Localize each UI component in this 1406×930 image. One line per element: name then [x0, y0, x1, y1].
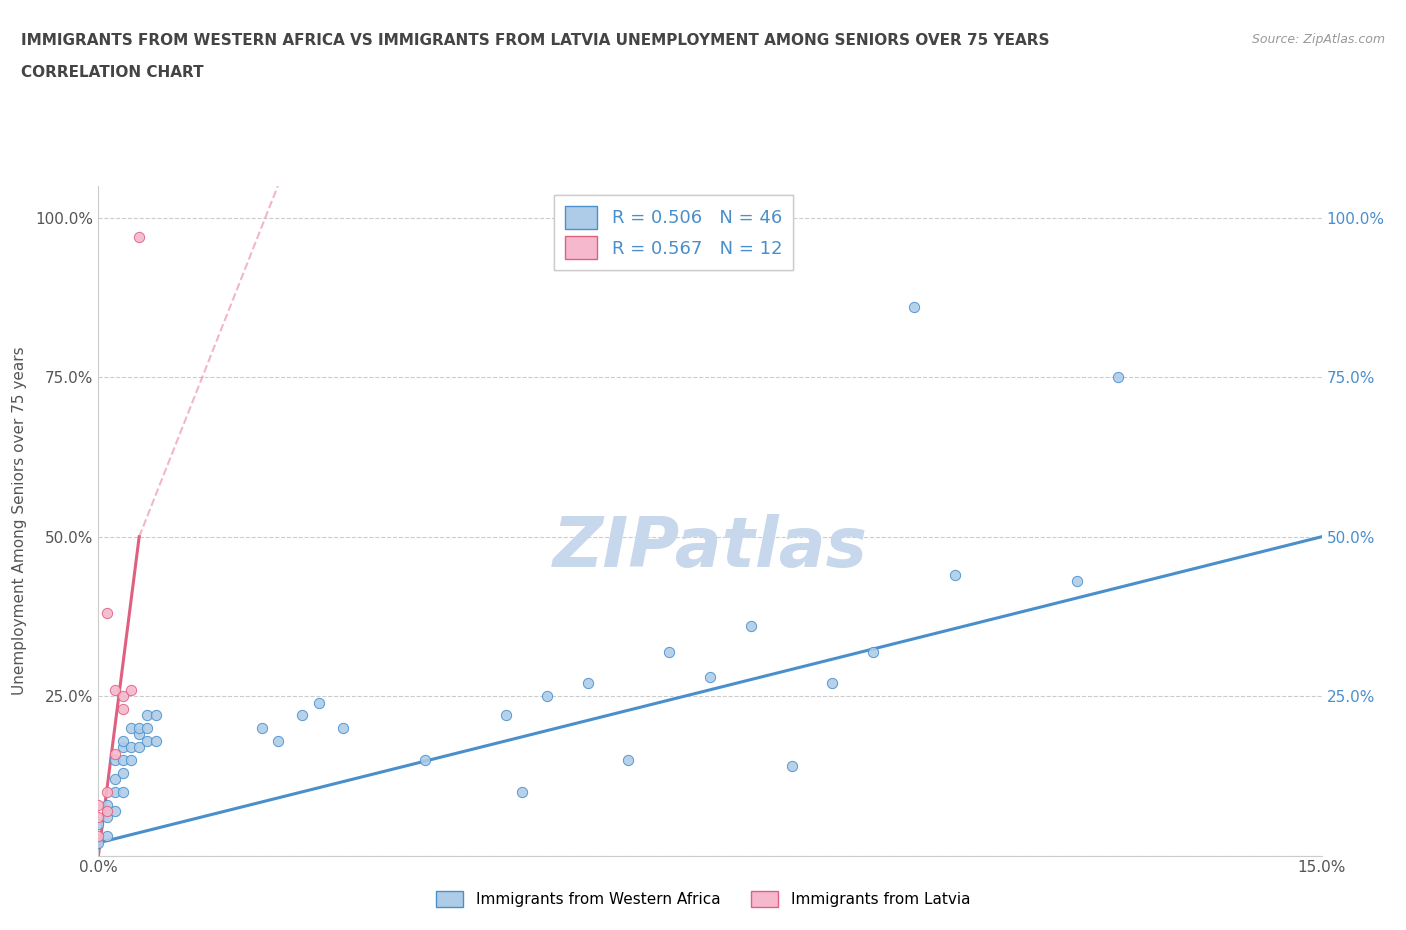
Point	[111, 739, 134, 754]
Point	[136, 721, 159, 736]
Text: IMMIGRANTS FROM WESTERN AFRICA VS IMMIGRANTS FROM LATVIA UNEMPLOYMENT AMONG SENI: IMMIGRANTS FROM WESTERN AFRICA VS IMMIGR…	[21, 33, 1050, 47]
Point	[740, 618, 762, 633]
Point	[96, 810, 118, 825]
Point	[111, 765, 134, 780]
Point	[495, 708, 517, 723]
Text: Source: ZipAtlas.com: Source: ZipAtlas.com	[1251, 33, 1385, 46]
Point	[120, 721, 142, 736]
Point	[104, 683, 127, 698]
Legend: R = 0.506   N = 46, R = 0.567   N = 12: R = 0.506 N = 46, R = 0.567 N = 12	[554, 195, 793, 271]
Point	[96, 797, 118, 812]
Point	[943, 567, 966, 582]
Point	[96, 605, 118, 620]
Point	[1107, 370, 1129, 385]
Point	[96, 804, 118, 818]
Point	[87, 835, 110, 850]
Point	[413, 752, 436, 767]
Point	[96, 829, 118, 844]
Point	[780, 759, 803, 774]
Text: ZIPatlas: ZIPatlas	[553, 514, 868, 581]
Point	[104, 746, 127, 761]
Text: CORRELATION CHART: CORRELATION CHART	[21, 65, 204, 80]
Point	[145, 734, 167, 749]
Point	[862, 644, 884, 659]
Point	[658, 644, 681, 659]
Point	[120, 739, 142, 754]
Point	[1066, 574, 1088, 589]
Point	[699, 670, 721, 684]
Point	[96, 784, 118, 799]
Point	[512, 784, 534, 799]
Point	[308, 695, 330, 710]
Point	[87, 797, 110, 812]
Point	[128, 739, 150, 754]
Point	[128, 230, 150, 245]
Point	[821, 676, 844, 691]
Point	[111, 752, 134, 767]
Point	[87, 817, 110, 831]
Point	[128, 727, 150, 742]
Point	[120, 683, 142, 698]
Point	[104, 772, 127, 787]
Point	[128, 721, 150, 736]
Point	[111, 701, 134, 716]
Point	[536, 689, 558, 704]
Point	[903, 299, 925, 314]
Point	[104, 784, 127, 799]
Point	[617, 752, 640, 767]
Point	[87, 810, 110, 825]
Y-axis label: Unemployment Among Seniors over 75 years: Unemployment Among Seniors over 75 years	[13, 347, 27, 695]
Point	[250, 721, 273, 736]
Legend: Immigrants from Western Africa, Immigrants from Latvia: Immigrants from Western Africa, Immigran…	[430, 884, 976, 913]
Point	[111, 734, 134, 749]
Point	[120, 752, 142, 767]
Point	[104, 752, 127, 767]
Point	[332, 721, 354, 736]
Point	[111, 784, 134, 799]
Point	[111, 689, 134, 704]
Point	[576, 676, 599, 691]
Point	[136, 734, 159, 749]
Point	[104, 804, 127, 818]
Point	[136, 708, 159, 723]
Point	[87, 829, 110, 844]
Point	[267, 734, 290, 749]
Point	[145, 708, 167, 723]
Point	[291, 708, 314, 723]
